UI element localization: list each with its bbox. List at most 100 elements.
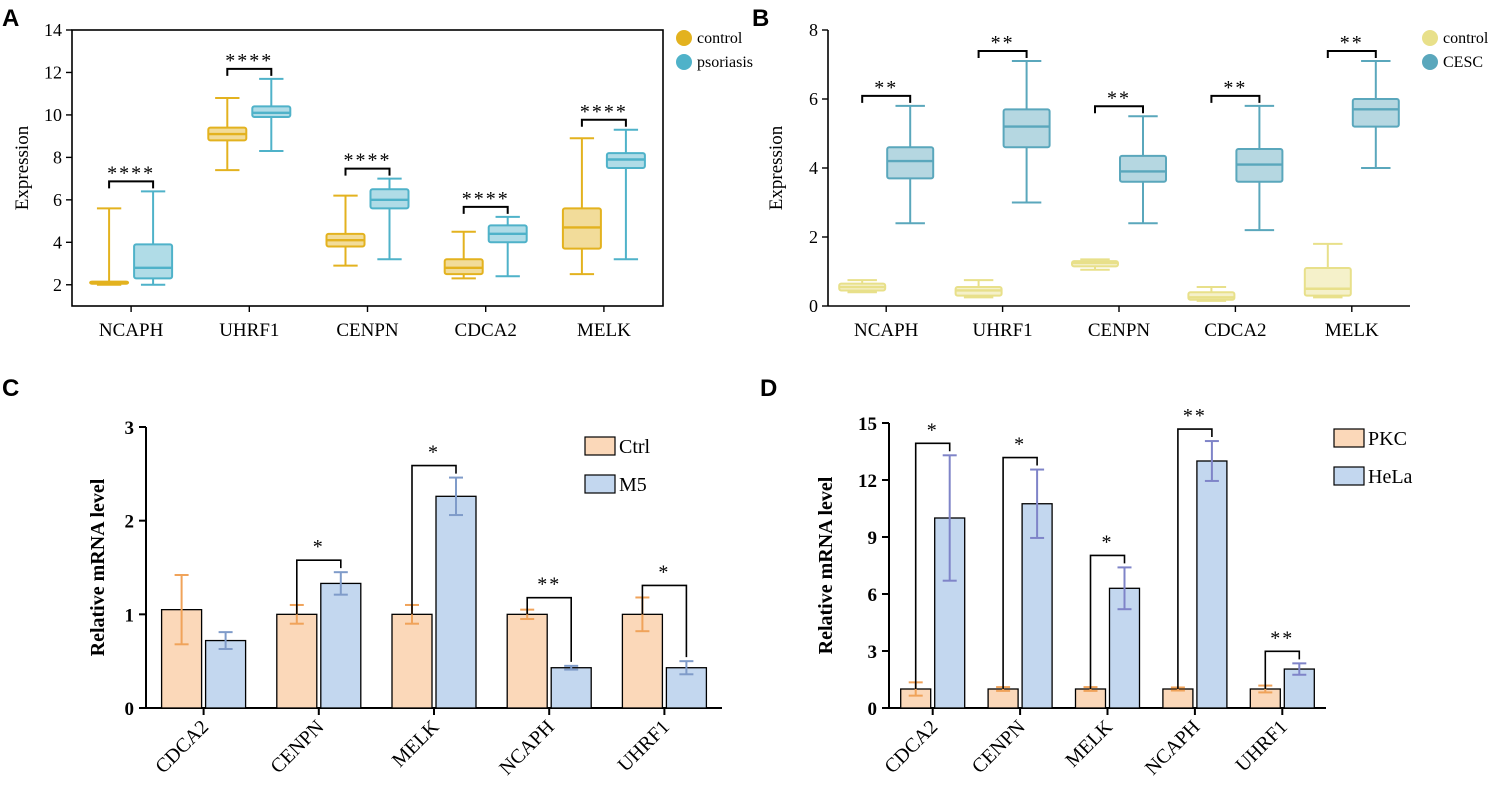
significance-label: ** (1340, 32, 1364, 54)
significance-label: **** (580, 101, 628, 123)
significance-label: **** (344, 150, 392, 172)
x-tick-label: NCAPH (495, 716, 558, 779)
legend-swatch (1333, 428, 1365, 448)
legend-marker (1422, 30, 1438, 46)
legend-label: CESC (1443, 54, 1483, 71)
legend-swatch (584, 436, 616, 456)
significance-bracket (296, 559, 342, 615)
box-CESC (1351, 98, 1400, 128)
bar-PKC (1162, 688, 1194, 709)
x-tick-label: CDCA2 (151, 716, 213, 778)
significance-bracket (1002, 456, 1038, 689)
legend-label: HeLa (1368, 466, 1413, 488)
x-tick-label: CDCA2 (880, 716, 942, 778)
significance-bracket (108, 180, 155, 189)
y-tick-label: 14 (44, 20, 62, 40)
legend-label: PKC (1368, 428, 1407, 450)
panel-label-d: D (760, 375, 777, 402)
significance-bracket (977, 50, 1028, 59)
x-tick-label: UHRF1 (614, 716, 674, 776)
bar-Ctrl (276, 613, 318, 709)
y-tick-label: 0 (809, 296, 818, 316)
x-tick-label: UHRF1 (973, 320, 1033, 341)
legend-label: control (1443, 30, 1489, 47)
significance-bracket (1094, 105, 1144, 114)
box-control (1303, 267, 1352, 297)
panel-a-chart: 2 4 6 8 10 12 14 Expression NCAPH UHRF1 CENPN CDCA2… (12, 20, 753, 341)
significance-label: * (428, 442, 440, 464)
y-tick-label: 12 (44, 62, 62, 82)
panel-c-chart: 0 1 2 3 Relative mRNA level CDCA2 CENPN MELK NCA… (87, 418, 722, 779)
significance-bracket (1177, 428, 1213, 689)
x-tick-label: MELK (577, 320, 631, 341)
significance-bracket (344, 167, 391, 176)
significance-bracket (1326, 50, 1377, 59)
y-axis-title: Relative mRNA level (815, 476, 837, 654)
x-tick-label: MELK (388, 716, 444, 772)
legend-label: control (697, 30, 743, 47)
x-tick-label: NCAPH (99, 320, 164, 341)
significance-label: * (1102, 531, 1114, 553)
significance-bracket (1264, 650, 1301, 689)
significance-bracket (914, 442, 951, 689)
significance-label: * (313, 536, 325, 558)
x-tick-label: UHRF1 (1231, 716, 1291, 776)
x-tick-label: CDCA2 (1204, 320, 1266, 341)
significance-label: ** (1270, 627, 1294, 649)
x-tick-label: CENPN (336, 320, 399, 341)
panel-label-a: A (2, 5, 19, 32)
bar-HeLa (1196, 460, 1228, 709)
legend-marker (1422, 54, 1438, 70)
significance-label: ** (1223, 77, 1247, 99)
significance-label: ** (1183, 405, 1207, 427)
bar-M5 (320, 582, 362, 709)
panel-d-chart: 0 3 6 9 12 15 Relative mRNA level CDCA2 CENPN MEL… (815, 405, 1413, 779)
y-tick-label: 4 (53, 232, 62, 252)
y-tick-label: 4 (809, 158, 818, 178)
y-tick-label: 6 (53, 190, 62, 210)
significance-label: **** (107, 162, 155, 184)
significance-label: **** (225, 50, 273, 72)
y-axis-title: Relative mRNA level (87, 478, 109, 656)
significance-label: ** (537, 574, 561, 596)
significance-bracket (1210, 94, 1261, 103)
x-tick-label: UHRF1 (219, 320, 279, 341)
x-tick-label: MELK (1061, 716, 1117, 772)
legend-swatch (584, 474, 616, 494)
significance-bracket (411, 464, 457, 615)
y-tick-label: 1 (125, 605, 135, 626)
significance-label: ** (991, 32, 1015, 54)
significance-label: ** (1107, 87, 1131, 109)
bar-M5 (204, 639, 247, 709)
y-tick-label: 3 (868, 642, 878, 663)
significance-label: **** (462, 188, 510, 210)
y-tick-label: 12 (858, 471, 877, 492)
legend-label: Ctrl (619, 436, 651, 458)
y-tick-label: 15 (858, 414, 877, 435)
significance-label: ** (874, 77, 898, 99)
significance-label: * (927, 419, 939, 441)
y-tick-label: 2 (809, 227, 818, 247)
bar-Ctrl (506, 613, 548, 709)
y-tick-label: 2 (125, 512, 135, 533)
y-tick-label: 3 (125, 418, 135, 439)
box-CESC (1002, 108, 1051, 149)
x-tick-label: NCAPH (854, 320, 919, 341)
legend-marker (676, 30, 692, 46)
y-tick-label: 8 (53, 147, 62, 167)
x-tick-label: CDCA2 (455, 320, 517, 341)
y-tick-label: 10 (44, 105, 62, 125)
x-tick-label: CENPN (968, 716, 1030, 778)
box-psoriasis (133, 243, 174, 280)
y-tick-label: 6 (868, 585, 878, 606)
y-axis-title: Expression (12, 125, 33, 210)
bar-M5 (435, 495, 477, 709)
box-CESC (1119, 154, 1167, 183)
significance-label: * (1014, 434, 1026, 456)
x-tick-label: CENPN (266, 716, 328, 778)
legend-swatch (1333, 466, 1365, 486)
y-tick-label: 6 (809, 89, 818, 109)
y-tick-label: 0 (125, 699, 135, 720)
x-tick-label: NCAPH (1141, 716, 1204, 779)
box-control (1187, 291, 1236, 301)
